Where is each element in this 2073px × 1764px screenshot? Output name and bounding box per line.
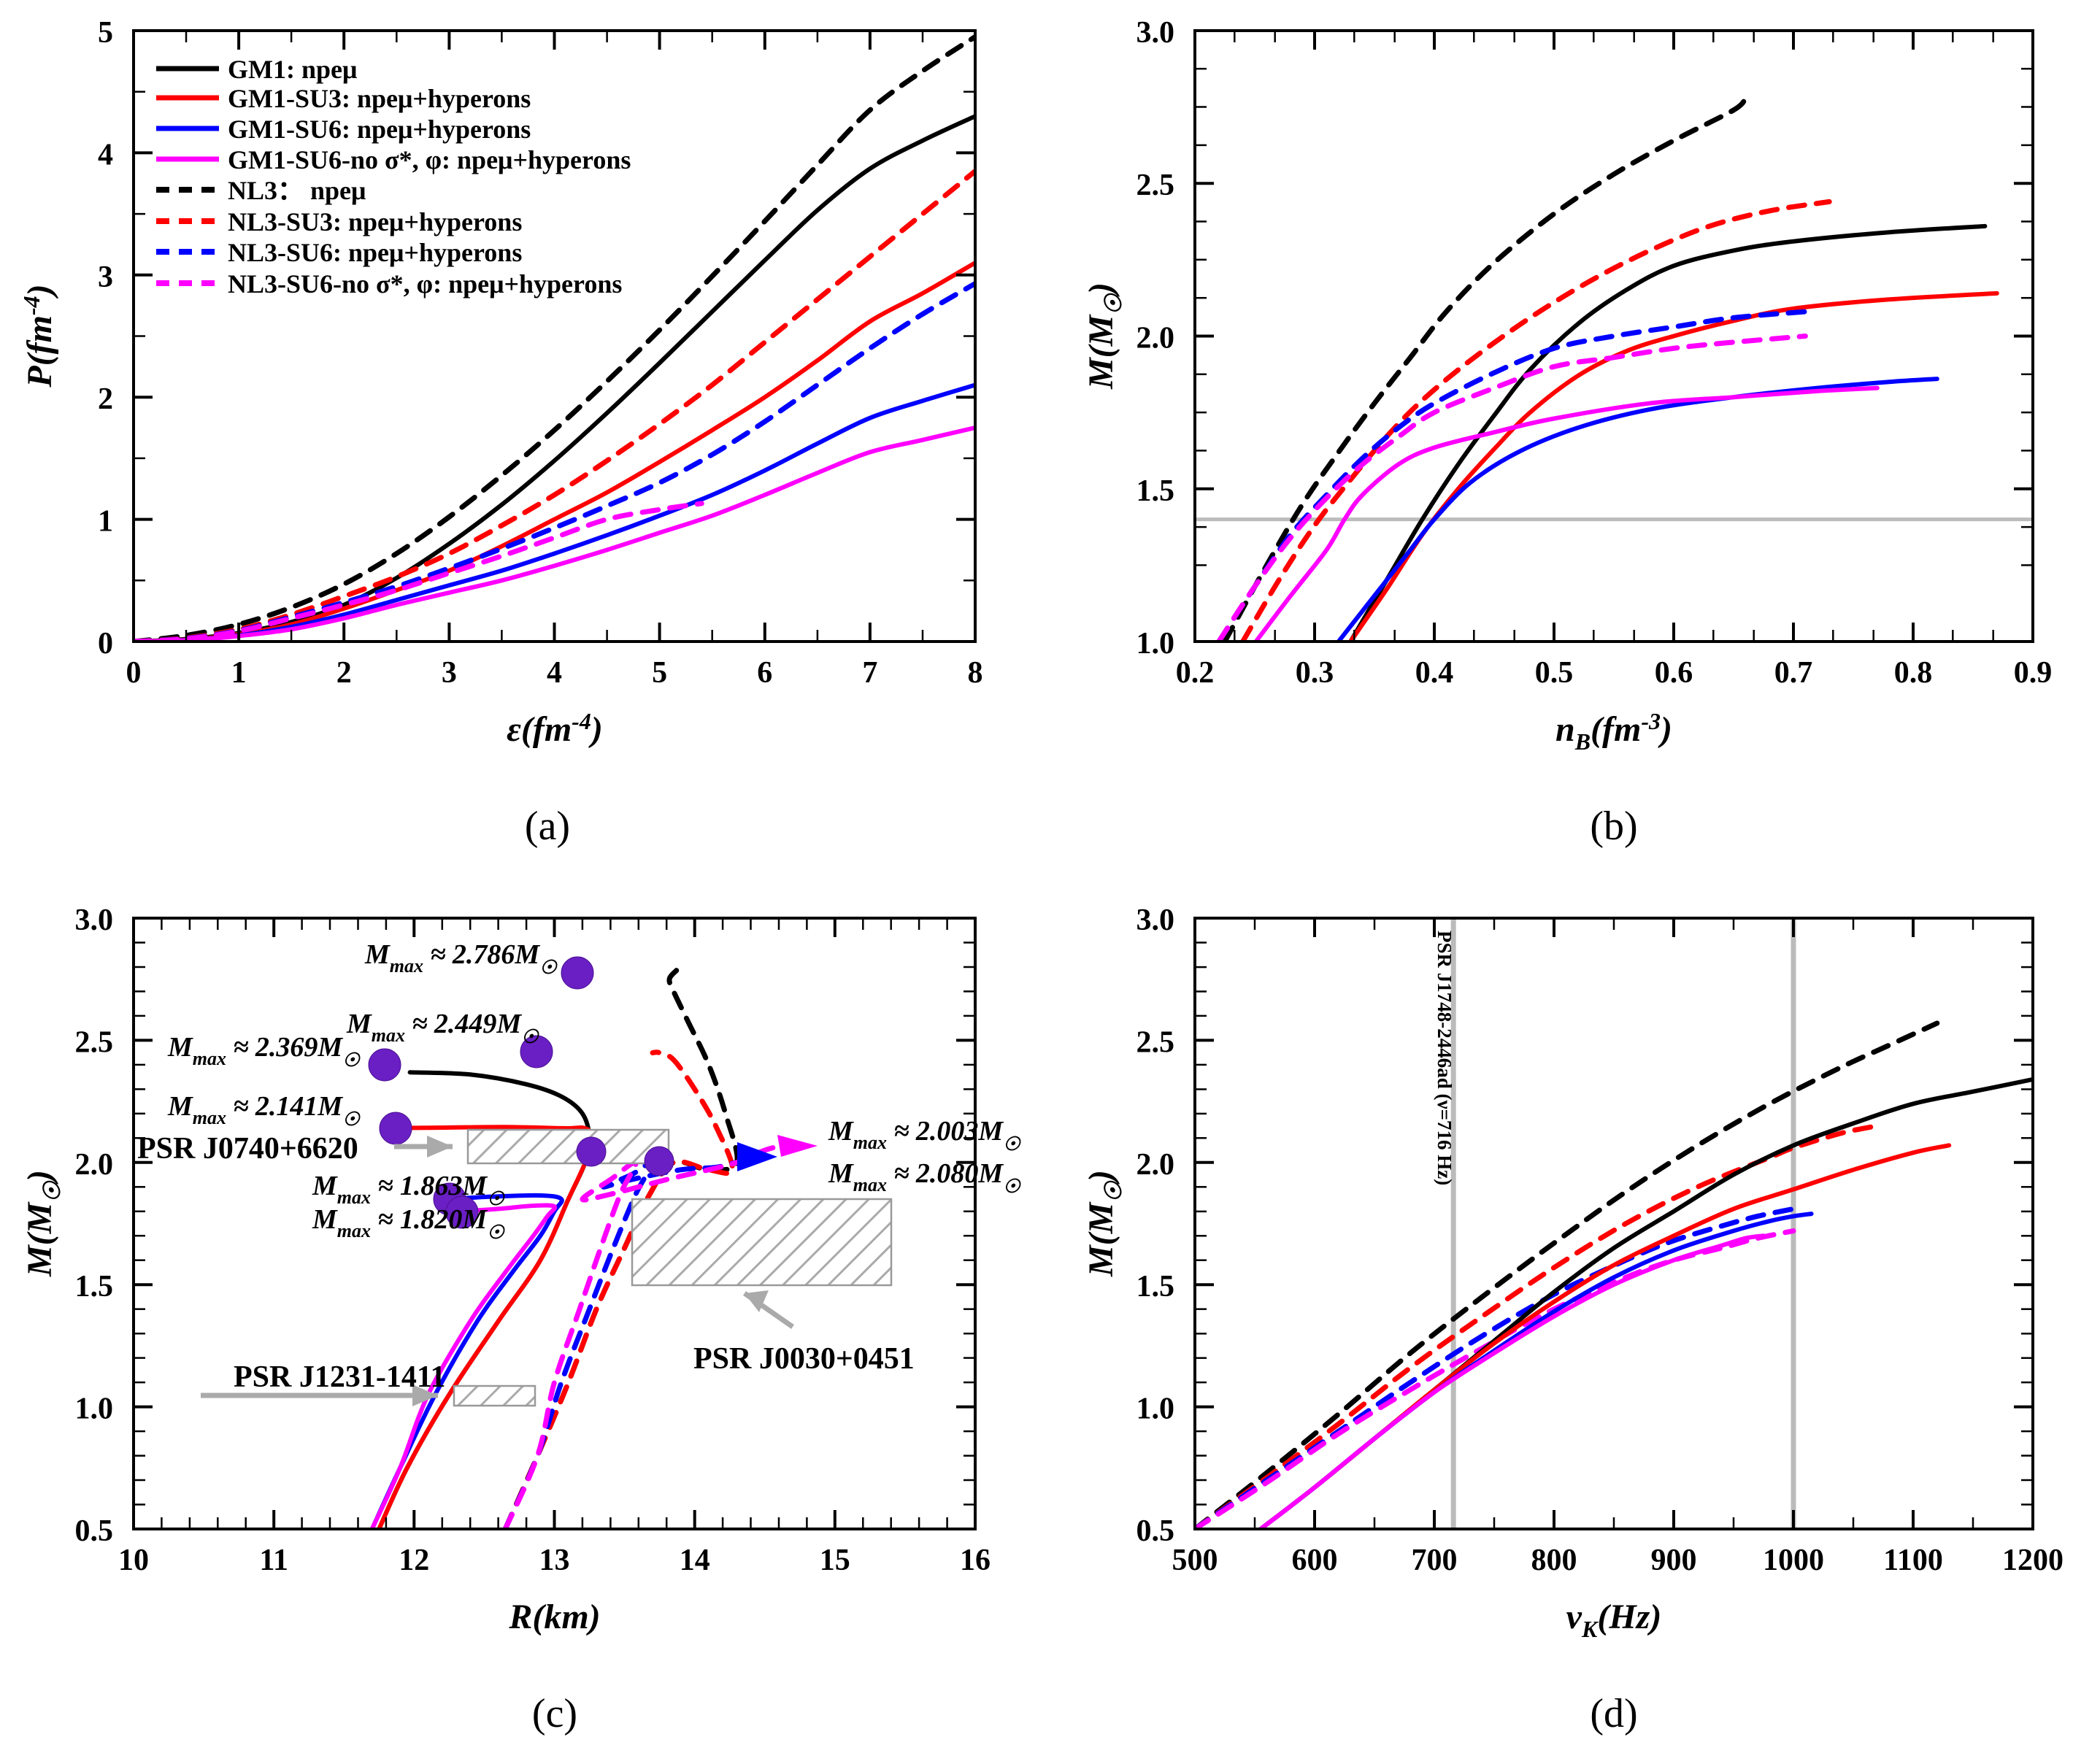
- svg-text:0.7: 0.7: [1774, 656, 1813, 690]
- svg-text:Mmax ≈ 2.003M☉: Mmax ≈ 2.003M☉: [828, 1116, 1021, 1155]
- svg-text:3.0: 3.0: [75, 904, 114, 937]
- svg-text:5: 5: [98, 16, 113, 50]
- svg-text:0.2: 0.2: [1176, 656, 1215, 690]
- svg-text:nB(fm-3): nB(fm-3): [1555, 708, 1672, 755]
- svg-text:GM1-SU6: npeμ+hyperons: GM1-SU6: npeμ+hyperons: [228, 115, 531, 144]
- svg-text:13: 13: [539, 1544, 570, 1577]
- svg-text:Mmax ≈ 2.141M☉: Mmax ≈ 2.141M☉: [167, 1091, 361, 1130]
- svg-text:NL3-SU6: npeμ+hyperons: NL3-SU6: npeμ+hyperons: [228, 238, 522, 267]
- svg-text:M(M☉): M(M☉): [1082, 1170, 1126, 1277]
- svg-text:2.5: 2.5: [1137, 1025, 1175, 1059]
- svg-text:2: 2: [336, 656, 352, 690]
- svg-text:2: 2: [98, 382, 113, 416]
- svg-text:ε(fm-4): ε(fm-4): [507, 708, 603, 749]
- svg-text:1.0: 1.0: [1137, 1393, 1175, 1426]
- svg-text:1: 1: [231, 656, 247, 690]
- svg-text:Mmax ≈ 2.786M☉: Mmax ≈ 2.786M☉: [364, 939, 558, 978]
- svg-text:15: 15: [820, 1544, 850, 1577]
- svg-text:2.0: 2.0: [1137, 1148, 1175, 1182]
- svg-text:PSR J0030+0451: PSR J0030+0451: [693, 1342, 915, 1376]
- svg-text:GM1: npeμ: GM1: npeμ: [228, 55, 357, 84]
- svg-text:Mmax ≈ 2.449M☉: Mmax ≈ 2.449M☉: [346, 1009, 539, 1047]
- svg-text:11: 11: [259, 1544, 288, 1577]
- svg-text:1200: 1200: [2002, 1544, 2064, 1577]
- svg-text:0.9: 0.9: [2014, 656, 2053, 690]
- svg-text:2.5: 2.5: [1137, 169, 1175, 202]
- svg-text:7: 7: [862, 656, 877, 690]
- svg-text:3: 3: [442, 656, 457, 690]
- svg-text:0.6: 0.6: [1655, 656, 1693, 690]
- svg-text:NL3-SU6-no σ*, φ: npeμ+hyper: NL3-SU6-no σ*, φ: npeμ+hyperons: [228, 269, 622, 299]
- svg-text:5: 5: [652, 656, 667, 690]
- svg-text:PSR J1231-1411: PSR J1231-1411: [234, 1360, 446, 1394]
- svg-text:R(km): R(km): [508, 1598, 600, 1636]
- svg-text:2.5: 2.5: [75, 1025, 114, 1059]
- svg-text:8: 8: [968, 656, 983, 690]
- svg-text:2.0: 2.0: [1137, 322, 1175, 355]
- svg-text:1: 1: [98, 505, 113, 539]
- svg-text:(b): (b): [1590, 804, 1637, 849]
- svg-text:Mmax ≈ 2.080M☉: Mmax ≈ 2.080M☉: [828, 1158, 1021, 1197]
- svg-text:600: 600: [1292, 1544, 1338, 1577]
- svg-text:0.5: 0.5: [1137, 1514, 1175, 1548]
- svg-text:1100: 1100: [1883, 1544, 1943, 1577]
- svg-text:GM1-SU6-no σ*, φ: npeμ+hyper: GM1-SU6-no σ*, φ: npeμ+hyperons: [228, 145, 631, 174]
- svg-text:3.0: 3.0: [1137, 16, 1175, 50]
- svg-text:700: 700: [1412, 1544, 1458, 1577]
- svg-text:12: 12: [399, 1544, 429, 1577]
- svg-text:0.4: 0.4: [1415, 656, 1454, 690]
- svg-text:0: 0: [98, 627, 113, 660]
- svg-text:Mmax ≈ 1.820M☉: Mmax ≈ 1.820M☉: [312, 1204, 505, 1243]
- svg-text:NL3-SU3: npeμ+hyperons: NL3-SU3: npeμ+hyperons: [228, 207, 522, 236]
- svg-text:0.5: 0.5: [75, 1514, 114, 1548]
- svg-text:PSR J1748-2446ad (ν=716 Hz): PSR J1748-2446ad (ν=716 Hz): [1434, 931, 1455, 1185]
- svg-text:Mmax ≈ 2.369M☉: Mmax ≈ 2.369M☉: [167, 1032, 361, 1071]
- svg-text:4: 4: [98, 138, 113, 172]
- svg-text:0.5: 0.5: [1535, 656, 1574, 690]
- svg-text:1.5: 1.5: [1137, 1270, 1175, 1303]
- svg-text:3.0: 3.0: [1137, 904, 1175, 937]
- svg-text:M(M☉): M(M☉): [20, 1170, 65, 1277]
- svg-text:900: 900: [1651, 1544, 1697, 1577]
- svg-text:10: 10: [118, 1544, 149, 1577]
- svg-text:500: 500: [1172, 1544, 1218, 1577]
- svg-text:0.3: 0.3: [1296, 656, 1334, 690]
- svg-text:4: 4: [547, 656, 562, 690]
- svg-text:1.0: 1.0: [75, 1393, 114, 1426]
- svg-text:PSR J0740+6620: PSR J0740+6620: [137, 1132, 358, 1166]
- svg-text:1.5: 1.5: [1137, 474, 1175, 508]
- svg-text:1.0: 1.0: [1137, 627, 1175, 660]
- svg-text:14: 14: [680, 1544, 710, 1577]
- svg-text:(a): (a): [525, 804, 570, 849]
- svg-text:0.8: 0.8: [1894, 656, 1933, 690]
- svg-text:1.5: 1.5: [75, 1270, 114, 1303]
- svg-text:GM1-SU3: npeμ+hyperons: GM1-SU3: npeμ+hyperons: [228, 84, 531, 113]
- svg-text:M(M☉): M(M☉): [1082, 282, 1126, 390]
- svg-text:0: 0: [126, 656, 142, 690]
- svg-text:(c): (c): [532, 1691, 577, 1736]
- svg-text:νK(Hz): νK(Hz): [1566, 1598, 1662, 1642]
- svg-text:1000: 1000: [1763, 1544, 1824, 1577]
- svg-text:800: 800: [1531, 1544, 1577, 1577]
- svg-text:2.0: 2.0: [75, 1148, 114, 1182]
- svg-text:16: 16: [960, 1544, 991, 1577]
- svg-text:6: 6: [757, 656, 772, 690]
- svg-text:P(fm-4): P(fm-4): [18, 284, 59, 388]
- svg-text:NL3： npeμ: NL3： npeμ: [228, 176, 366, 205]
- svg-text:(d): (d): [1590, 1691, 1637, 1736]
- svg-text:3: 3: [98, 261, 113, 294]
